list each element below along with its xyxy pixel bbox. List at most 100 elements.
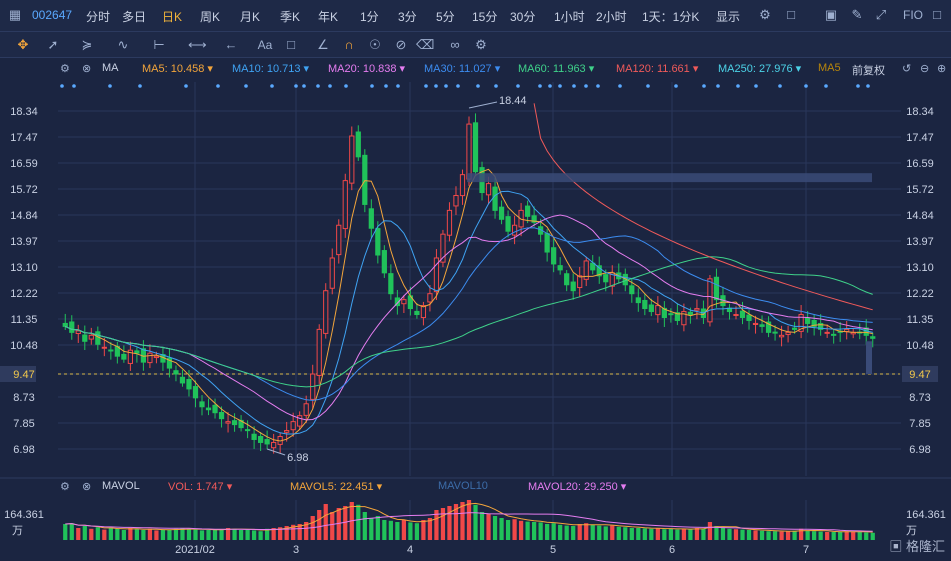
vol-close-icon[interactable]: ⊗ — [82, 481, 92, 493]
settings-icon[interactable]: ⚙ — [759, 7, 771, 22]
ma-legend-ma30-3[interactable]: MA30: 11.027 ▾ — [424, 63, 501, 75]
hide-icon[interactable]: ⊘ — [395, 37, 407, 52]
candle-body-5 — [95, 331, 101, 345]
vol-settings-icon[interactable]: ⚙ — [60, 481, 70, 493]
ma-legend-ma250-6[interactable]: MA250: 27.976 ▾ — [718, 63, 802, 75]
vol-legend-mavol10[interactable]: MAVOL10 — [438, 480, 488, 492]
candle-body-97 — [694, 308, 700, 311]
menu-icon[interactable]: ▦ — [8, 7, 22, 22]
period-tab-9[interactable]: 5分 — [436, 10, 455, 24]
range-icon[interactable]: ⊢ — [153, 37, 165, 52]
interval-dropdown[interactable]: 1天：1分K — [642, 10, 700, 24]
period-tab-13[interactable]: 2小时 — [596, 10, 627, 24]
image-icon[interactable]: ▣ — [824, 7, 838, 22]
x-tick-4: 6 — [669, 544, 675, 556]
period-tab-7[interactable]: 1分 — [360, 10, 379, 24]
event-dot-21 — [494, 84, 498, 88]
volume-bar-104 — [740, 529, 745, 540]
volume-bar-30 — [258, 531, 263, 540]
checkbox-icon[interactable]: □ — [787, 7, 795, 22]
volume-bar-9 — [121, 530, 126, 540]
plus-icon[interactable]: ⊕ — [937, 63, 947, 75]
event-dot-8 — [294, 84, 298, 88]
minus-icon[interactable]: ⊖ — [920, 63, 930, 75]
ma-legend-ma120-5[interactable]: MA120: 11.661 ▾ — [616, 63, 699, 75]
period-tab-4[interactable]: 月K — [240, 10, 261, 24]
measure-icon[interactable]: ⟷ — [188, 37, 207, 52]
volume-bar-122 — [857, 532, 862, 540]
display-dropdown[interactable]: 显示 — [716, 10, 741, 24]
ma-legend-ma5-7[interactable]: MA5 — [818, 62, 841, 74]
link-icon[interactable]: ∞ — [450, 37, 460, 52]
candle-body-78 — [570, 281, 576, 292]
candle-body-32 — [271, 441, 277, 449]
crosshair-icon[interactable]: ✥ — [17, 37, 29, 52]
undo-icon[interactable]: ↺ — [902, 63, 912, 75]
period-tab-0[interactable]: 分时 — [86, 10, 111, 24]
candle-body-124 — [870, 336, 876, 339]
y-tick-left-3: 15.72 — [10, 184, 38, 196]
ma-legend-ma20-2[interactable]: MA20: 10.838 ▾ — [328, 63, 406, 75]
stock-code[interactable]: 002647 — [32, 8, 73, 22]
ma-legend-ma5-0[interactable]: MA5: 10.458 ▾ — [142, 63, 213, 75]
ruler-icon[interactable]: ∠ — [317, 37, 329, 52]
ma30-line — [65, 227, 873, 401]
volume-bar-42 — [336, 508, 341, 540]
period-tab-5[interactable]: 季K — [280, 10, 301, 24]
arrow-icon[interactable]: ← — [224, 37, 238, 52]
event-dot-2 — [108, 84, 112, 88]
event-dot-1 — [72, 84, 76, 88]
period-tab-2[interactable]: 日K — [162, 10, 183, 24]
volume-bar-31 — [265, 528, 270, 540]
ma-legend: ⚙ ⊗ MA MA5: 10.458 ▾ MA10: 10.713 ▾ MA20: … — [0, 58, 951, 80]
edit-icon[interactable]: ✎ — [851, 7, 863, 22]
vol-legend-mavol5[interactable]: MAVOL5: 22.451 ▾ — [290, 481, 383, 493]
ma-legend-ma60-4[interactable]: MA60: 11.963 ▾ — [518, 63, 595, 75]
volume-bar-85 — [616, 526, 621, 540]
candle-body-61 — [459, 174, 466, 197]
period-tab-10[interactable]: 15分 — [472, 10, 498, 24]
period-tab-6[interactable]: 年K — [318, 10, 339, 24]
magnet-icon[interactable]: ∩ — [344, 37, 354, 52]
ma-close-icon[interactable]: ⊗ — [82, 63, 92, 75]
ma-legend-ma10-1[interactable]: MA10: 10.713 ▾ — [232, 63, 310, 75]
fullscreen-icon[interactable]: ⤢ — [875, 7, 887, 22]
volume-bar-29 — [251, 530, 257, 540]
period-tab-3[interactable]: 周K — [200, 10, 221, 24]
vol-legend-vol[interactable]: VOL: 1.747 ▾ — [168, 481, 233, 493]
candle-body-36 — [297, 415, 303, 427]
ma-settings-icon[interactable]: ⚙ — [60, 63, 70, 75]
volume-bar-36 — [297, 524, 302, 540]
candle-body-74 — [544, 233, 550, 253]
candle-body-69 — [511, 224, 518, 236]
period-tab-12[interactable]: 1小时 — [554, 10, 585, 24]
volume-bar-67 — [499, 518, 504, 540]
wave-icon[interactable]: ∿ — [117, 37, 129, 52]
period-tab-11[interactable]: 30分 — [510, 10, 536, 24]
event-dot-36 — [778, 84, 782, 88]
volume-bar-61 — [460, 502, 465, 540]
text-icon[interactable]: Aa — [257, 38, 273, 52]
lock-icon[interactable]: ☉ — [369, 37, 381, 52]
volume-bar-111 — [785, 531, 791, 540]
vol-legend-mavol20[interactable]: MAVOL20: 29.250 ▾ — [528, 481, 627, 493]
period-tab-8[interactable]: 3分 — [398, 10, 417, 24]
volume-bar-23 — [212, 529, 218, 540]
line-icon[interactable]: ➚ — [47, 37, 59, 52]
fibonacci-icon[interactable]: ≽ — [81, 37, 93, 52]
event-dot-19 — [456, 84, 460, 88]
y-tick-left-4: 14.84 — [10, 210, 38, 222]
adjust-dropdown[interactable]: 前复权 — [852, 65, 885, 77]
fio-icon[interactable]: FIO — [903, 8, 923, 22]
candle-body-89 — [642, 299, 648, 310]
delete-icon[interactable]: ⌫ — [416, 37, 435, 52]
candle-body-105 — [746, 314, 752, 321]
toolbar-settings-icon[interactable]: ⚙ — [475, 37, 487, 52]
period-tab-1[interactable]: 多日 — [122, 10, 147, 24]
volume-bar-94 — [675, 529, 680, 540]
candle-body-93 — [668, 313, 674, 316]
close-icon[interactable]: □ — [933, 7, 941, 22]
candle-body-101 — [720, 295, 726, 307]
comment-icon[interactable]: □ — [287, 37, 295, 52]
